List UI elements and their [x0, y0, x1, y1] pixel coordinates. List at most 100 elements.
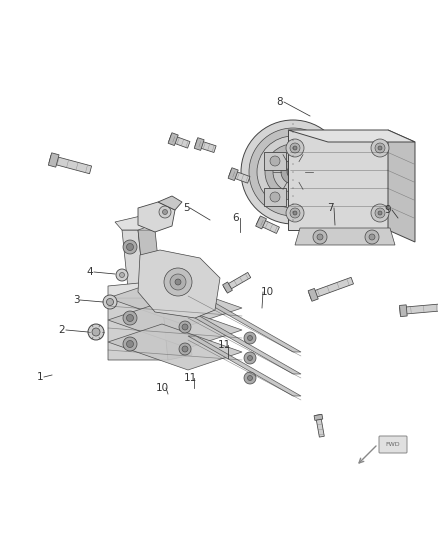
Polygon shape: [295, 228, 395, 245]
Polygon shape: [388, 130, 415, 242]
Circle shape: [162, 209, 167, 214]
Circle shape: [375, 208, 385, 218]
Polygon shape: [288, 130, 415, 142]
Text: 2: 2: [59, 325, 65, 335]
Polygon shape: [257, 218, 279, 233]
Circle shape: [286, 139, 304, 157]
Circle shape: [244, 332, 256, 344]
Circle shape: [378, 211, 382, 215]
Polygon shape: [168, 133, 178, 146]
Circle shape: [371, 204, 389, 222]
Text: 5: 5: [183, 203, 189, 213]
Circle shape: [247, 376, 252, 381]
Circle shape: [287, 166, 299, 178]
Circle shape: [170, 274, 186, 290]
Circle shape: [123, 311, 137, 325]
Polygon shape: [169, 135, 190, 148]
Circle shape: [317, 234, 323, 240]
Circle shape: [127, 244, 134, 251]
Text: 8: 8: [277, 97, 283, 107]
Text: 4: 4: [87, 267, 93, 277]
Polygon shape: [108, 298, 168, 360]
Circle shape: [175, 279, 181, 285]
Circle shape: [127, 314, 134, 321]
Polygon shape: [314, 414, 323, 421]
Text: 3: 3: [73, 295, 79, 305]
Text: 11: 11: [217, 340, 231, 350]
Circle shape: [120, 272, 124, 278]
Text: FWD: FWD: [386, 441, 400, 447]
Circle shape: [127, 341, 134, 348]
Circle shape: [164, 268, 192, 296]
Polygon shape: [188, 336, 301, 396]
Circle shape: [179, 343, 191, 355]
Polygon shape: [138, 250, 220, 318]
Text: 6: 6: [233, 213, 239, 223]
Polygon shape: [188, 314, 301, 374]
Circle shape: [123, 240, 137, 254]
Circle shape: [247, 356, 252, 360]
Circle shape: [159, 206, 171, 218]
Circle shape: [116, 269, 128, 281]
Polygon shape: [108, 280, 185, 298]
Polygon shape: [108, 280, 242, 326]
Polygon shape: [399, 305, 407, 317]
Text: 11: 11: [184, 373, 197, 383]
Circle shape: [270, 156, 280, 166]
Circle shape: [290, 208, 300, 218]
Polygon shape: [138, 202, 175, 232]
Polygon shape: [49, 155, 92, 174]
Circle shape: [244, 352, 256, 364]
Circle shape: [92, 328, 100, 336]
Circle shape: [273, 152, 313, 192]
Text: 1: 1: [37, 372, 43, 382]
Circle shape: [249, 128, 337, 216]
Polygon shape: [195, 140, 216, 152]
Polygon shape: [264, 152, 286, 170]
Polygon shape: [229, 169, 250, 183]
Circle shape: [375, 143, 385, 153]
Circle shape: [106, 298, 113, 305]
Circle shape: [179, 299, 191, 311]
Circle shape: [257, 136, 329, 208]
Circle shape: [371, 139, 389, 157]
Polygon shape: [108, 302, 242, 348]
Circle shape: [286, 204, 304, 222]
Circle shape: [365, 230, 379, 244]
Polygon shape: [308, 288, 318, 301]
Polygon shape: [194, 138, 204, 150]
Polygon shape: [138, 230, 162, 298]
Circle shape: [369, 234, 375, 240]
Polygon shape: [400, 303, 438, 314]
Polygon shape: [309, 277, 353, 300]
Circle shape: [293, 146, 297, 150]
Polygon shape: [256, 216, 266, 229]
Circle shape: [270, 192, 280, 202]
Polygon shape: [108, 324, 242, 370]
Polygon shape: [264, 188, 286, 206]
Circle shape: [182, 346, 188, 352]
Polygon shape: [158, 196, 182, 210]
Text: 10: 10: [155, 383, 169, 393]
Polygon shape: [122, 230, 145, 298]
Circle shape: [182, 324, 188, 330]
Circle shape: [179, 321, 191, 333]
Text: 10: 10: [261, 287, 274, 297]
Polygon shape: [223, 272, 251, 292]
Polygon shape: [315, 415, 324, 437]
Circle shape: [244, 372, 256, 384]
Polygon shape: [188, 292, 301, 352]
Circle shape: [247, 335, 252, 341]
Circle shape: [88, 324, 104, 340]
Polygon shape: [162, 292, 192, 360]
Polygon shape: [288, 130, 388, 230]
Circle shape: [265, 144, 321, 200]
Text: 7: 7: [327, 203, 333, 213]
Polygon shape: [48, 153, 59, 167]
Circle shape: [241, 120, 345, 224]
Circle shape: [293, 211, 297, 215]
Polygon shape: [115, 215, 162, 230]
Circle shape: [378, 146, 382, 150]
Circle shape: [313, 230, 327, 244]
Text: 9: 9: [385, 205, 391, 215]
